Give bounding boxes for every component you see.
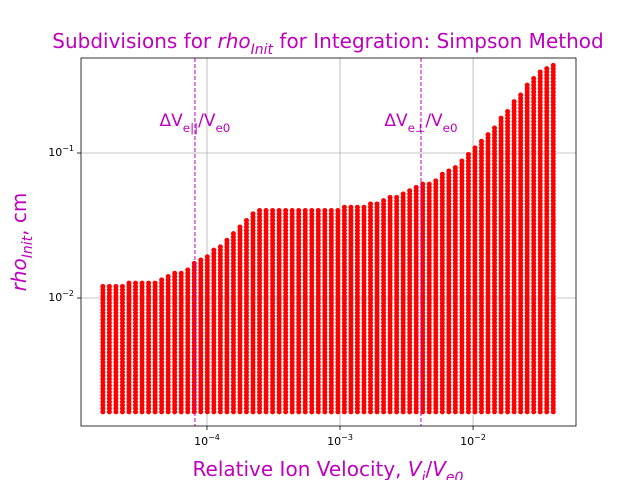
- text-part: Init: [20, 235, 36, 258]
- tick-label: 10−4: [194, 433, 220, 448]
- text-part: rho: [7, 258, 31, 291]
- text-part: /V: [425, 111, 443, 131]
- marker-label: ΔVe⊥/Ve0: [384, 111, 457, 135]
- tick-exponent: −2: [62, 289, 74, 298]
- text-part: Init: [251, 42, 274, 58]
- tick-label: 10−2: [460, 433, 486, 448]
- marker-label: ΔVe||/Ve0: [160, 111, 231, 135]
- text-part: V: [408, 457, 423, 480]
- plot-frame: [80, 57, 577, 427]
- tick-label: 10−1: [48, 144, 74, 159]
- text-part: ΔV: [160, 111, 184, 131]
- x-axis-label: Relative Ion Velocity, Vi/Ve0: [193, 457, 464, 480]
- tick-base: 10: [48, 291, 62, 304]
- tick-exponent: −1: [62, 144, 74, 153]
- tick-label: 10−3: [327, 433, 353, 448]
- tick-exponent: −2: [474, 433, 486, 442]
- text-part: e||: [183, 121, 198, 135]
- tick-base: 10: [194, 435, 208, 448]
- text-part: , cm: [7, 193, 31, 236]
- text-part: /: [425, 457, 432, 480]
- text-part: e⊥: [408, 121, 426, 135]
- tick-base: 10: [48, 146, 62, 159]
- chart-title: Subdivisions for rhoInit for Integration…: [52, 29, 603, 59]
- text-part: for Integration: Simpson Method: [273, 29, 604, 53]
- tick-exponent: −4: [208, 433, 220, 442]
- text-part: /V: [198, 111, 216, 131]
- tick-exponent: −3: [341, 433, 353, 442]
- text-part: e0: [215, 121, 230, 135]
- y-axis-label: rhoInit, cm: [7, 193, 37, 292]
- tick-base: 10: [460, 435, 474, 448]
- tick-label: 10−2: [48, 289, 74, 304]
- text-part: e0: [443, 121, 458, 135]
- text-part: ΔV: [384, 111, 408, 131]
- text-part: rho: [218, 29, 251, 53]
- text-part: Subdivisions for: [52, 29, 217, 53]
- text-part: Relative Ion Velocity,: [193, 457, 408, 480]
- tick-base: 10: [327, 435, 341, 448]
- text-part: V: [432, 457, 447, 480]
- text-part: e0: [446, 470, 464, 480]
- text-part: i: [422, 470, 426, 480]
